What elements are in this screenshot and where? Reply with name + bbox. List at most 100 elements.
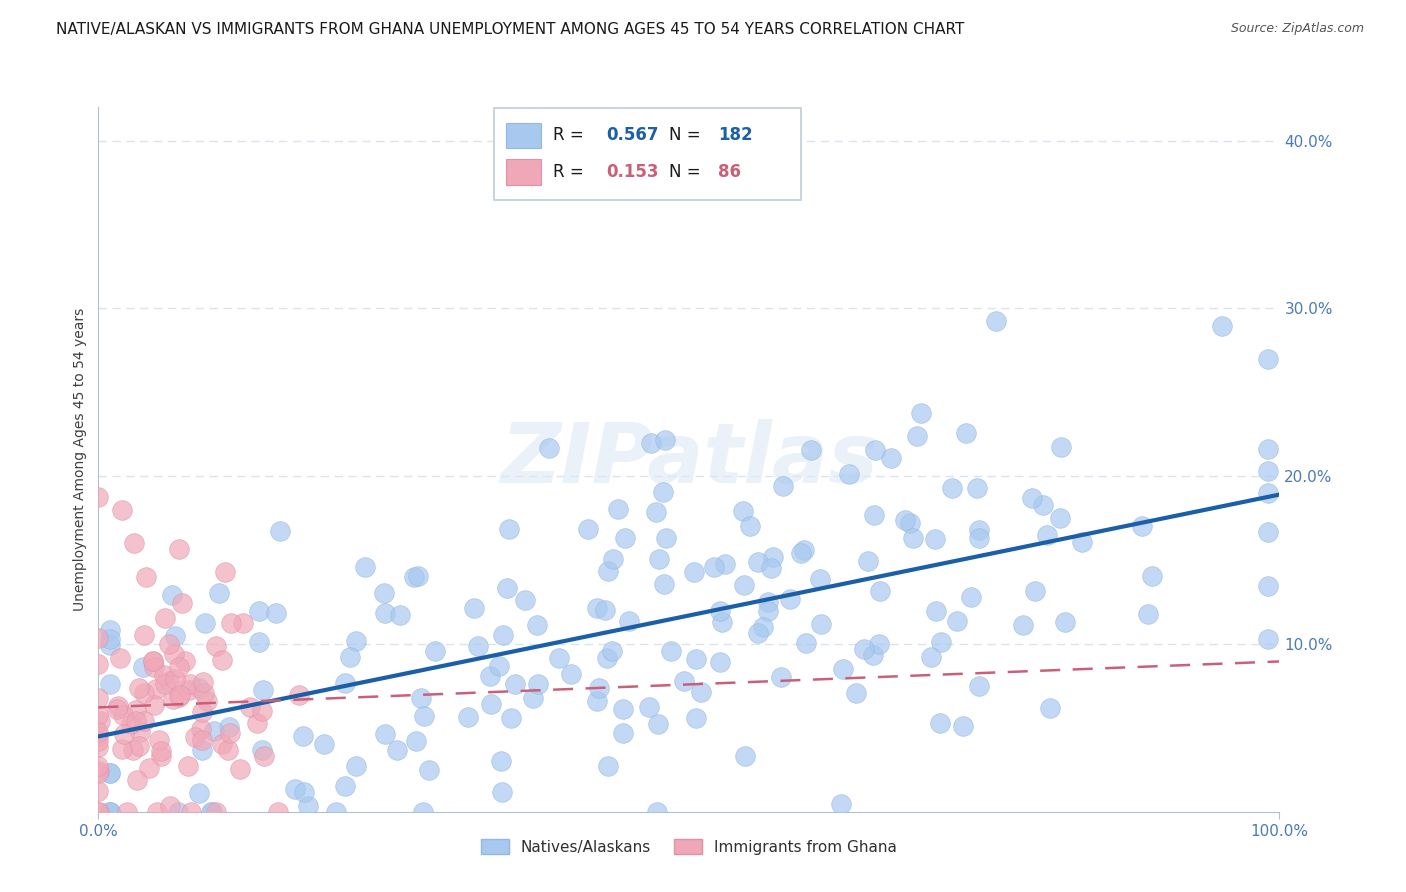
Point (526, 617, 548, 632)
Point (463, 600, 485, 615)
Point (111, 708, 134, 723)
Point (218, 726, 240, 740)
Point (560, 666, 582, 681)
Point (405, 734, 427, 748)
Point (128, 681, 150, 695)
Point (682, 565, 704, 579)
Point (165, 672, 187, 686)
Point (690, 684, 713, 698)
Point (612, 725, 634, 739)
Point (217, 743, 239, 757)
Point (612, 702, 634, 716)
Point (239, 700, 262, 714)
Point (354, 559, 377, 574)
Point (659, 643, 682, 657)
Point (651, 485, 673, 500)
Point (1039, 700, 1062, 714)
Point (586, 694, 609, 708)
Point (385, 743, 408, 757)
Point (89, 764, 111, 779)
FancyBboxPatch shape (506, 122, 541, 148)
Point (585, 601, 607, 615)
Point (122, 743, 145, 757)
Point (325, 805, 347, 819)
Point (218, 720, 240, 734)
Point (488, 659, 510, 673)
Point (344, 634, 367, 648)
Point (253, 749, 276, 764)
Point (808, 572, 831, 586)
Point (576, 522, 599, 536)
Point (388, 607, 411, 622)
Point (87, 657, 110, 672)
Point (491, 628, 513, 642)
Point (596, 564, 619, 578)
Point (1257, 524, 1279, 539)
Point (758, 604, 780, 618)
Point (779, 592, 801, 607)
Point (752, 620, 775, 634)
Point (98, 765, 121, 780)
Point (1036, 528, 1059, 542)
Point (747, 555, 769, 569)
Point (143, 698, 166, 712)
Point (127, 773, 149, 788)
Point (204, 640, 226, 654)
Point (515, 593, 537, 607)
Point (1050, 440, 1073, 454)
Point (143, 660, 166, 674)
Point (177, 758, 200, 772)
Point (187, 786, 209, 800)
Point (830, 797, 852, 811)
Text: NATIVE/ALASKAN VS IMMIGRANTS FROM GHANA UNEMPLOYMENT AMONG AGES 45 TO 54 YEARS C: NATIVE/ALASKAN VS IMMIGRANTS FROM GHANA … (56, 22, 965, 37)
Point (647, 716, 669, 731)
Point (794, 636, 817, 650)
Point (772, 479, 794, 493)
Text: R =: R = (553, 163, 589, 181)
Point (87, 766, 110, 780)
Point (457, 710, 479, 724)
Point (135, 570, 157, 584)
Point (769, 670, 792, 684)
Point (654, 433, 676, 447)
Point (761, 561, 783, 575)
Point (201, 805, 224, 819)
Point (793, 543, 815, 558)
Point (297, 799, 319, 814)
Point (167, 805, 190, 819)
Point (191, 733, 214, 747)
Point (425, 644, 447, 658)
Point (211, 737, 233, 751)
Point (703, 560, 725, 574)
Point (142, 654, 165, 668)
Point (409, 690, 432, 705)
Point (588, 681, 610, 695)
FancyBboxPatch shape (494, 109, 801, 200)
Point (108, 651, 131, 665)
Point (112, 727, 135, 741)
Point (685, 711, 707, 725)
Point (344, 759, 367, 773)
Point (211, 653, 233, 667)
Point (869, 583, 891, 598)
Point (969, 679, 991, 693)
Point (617, 615, 640, 629)
Point (652, 577, 675, 591)
Point (208, 585, 231, 599)
Point (747, 626, 769, 640)
Point (498, 522, 520, 536)
Point (672, 674, 695, 689)
Point (98, 805, 121, 819)
Point (98, 624, 121, 638)
Point (153, 676, 176, 690)
Point (132, 714, 155, 728)
Point (479, 698, 502, 712)
Text: R =: R = (553, 127, 589, 145)
Point (87, 740, 110, 755)
Point (105, 702, 128, 716)
Point (264, 606, 287, 620)
Point (1071, 535, 1094, 549)
Point (184, 730, 207, 744)
Point (252, 683, 274, 698)
Point (111, 502, 134, 516)
